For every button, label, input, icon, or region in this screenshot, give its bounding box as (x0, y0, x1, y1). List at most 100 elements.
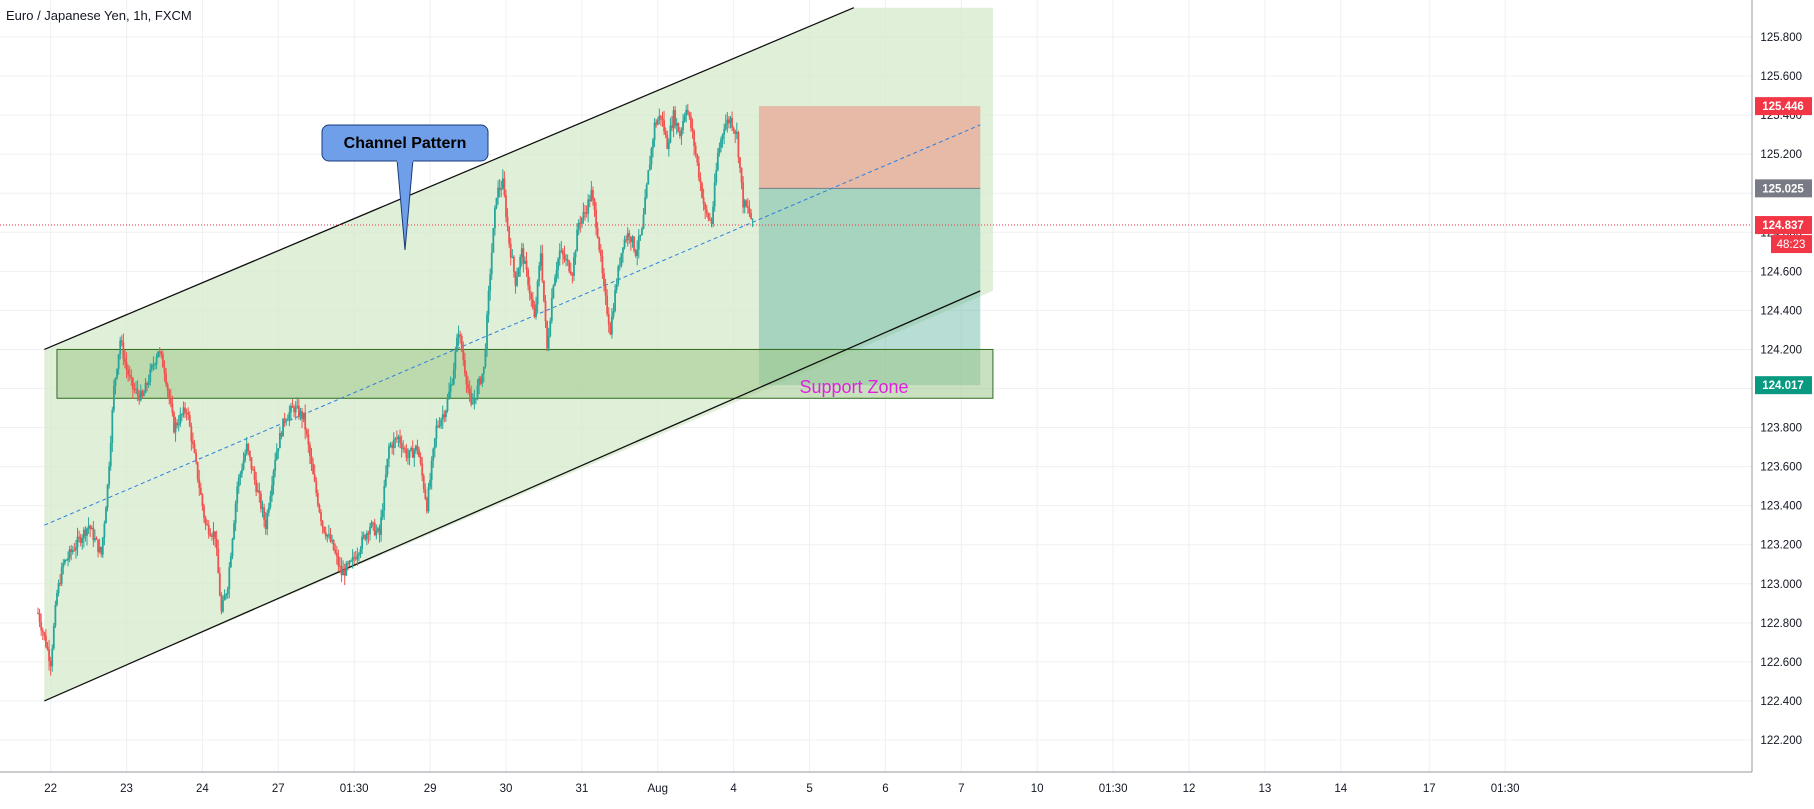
candle-body (751, 218, 754, 220)
candle-body (324, 532, 327, 537)
candle-body (397, 436, 400, 439)
candle-body (601, 255, 604, 274)
candle-body (402, 448, 405, 450)
candle-body (520, 248, 523, 258)
candle-body (351, 556, 354, 561)
candle-body (639, 234, 642, 237)
candle-body (353, 556, 356, 559)
candle-body (702, 197, 705, 204)
candle-body (340, 566, 343, 576)
candle-body (226, 588, 229, 595)
candle-body (280, 432, 283, 437)
candle-body (242, 460, 245, 470)
price-tick-label: 123.600 (1760, 462, 1802, 474)
candle-body (509, 243, 512, 258)
candle-body (223, 596, 226, 601)
candle-body (365, 532, 368, 540)
time-tick-label: 30 (500, 783, 513, 795)
candle-body (459, 334, 462, 336)
candle-body (563, 254, 566, 260)
candle-body (334, 549, 337, 553)
candle-body (599, 250, 602, 256)
candle-body (40, 622, 43, 631)
candle-body (618, 265, 621, 267)
price-tick-label: 123.200 (1760, 540, 1802, 552)
candle-body (573, 257, 575, 276)
candle-body (740, 167, 743, 183)
candle-body (463, 360, 466, 374)
candle-body (727, 119, 730, 124)
candle-body (683, 115, 686, 121)
candle-body (286, 419, 289, 421)
candle-body (494, 207, 496, 229)
candle-body (487, 290, 490, 315)
candle-body (229, 556, 232, 568)
candle-body (384, 474, 387, 486)
candle-body (566, 259, 569, 261)
candle-body (596, 228, 599, 238)
candle-body (693, 130, 696, 146)
candle-body (130, 375, 133, 378)
candle-body (650, 148, 653, 165)
candle-body (658, 115, 661, 121)
candle-body (625, 239, 628, 241)
candle-body (561, 250, 564, 255)
candle-body (620, 253, 623, 266)
candle-body (465, 373, 468, 385)
candle-body (441, 414, 444, 420)
time-tick-label: 14 (1334, 783, 1347, 795)
candle-body (389, 444, 392, 447)
candle-body (135, 388, 137, 390)
candle-body (691, 128, 694, 131)
candle-body (328, 534, 330, 536)
price-label-text: 124.837 (1762, 220, 1804, 232)
candle-body (245, 443, 248, 454)
candle-body (209, 534, 212, 536)
candle-body (400, 443, 403, 449)
candle-body (138, 394, 141, 401)
candle-body (158, 351, 161, 353)
candle-body (546, 321, 548, 349)
time-tick-label: 17 (1423, 783, 1436, 795)
candle-body (569, 271, 572, 275)
candle-body (637, 236, 640, 250)
candle-body (392, 439, 395, 449)
candle-body (168, 390, 171, 399)
candle-body (438, 425, 441, 427)
candle-body (350, 560, 352, 562)
candle-body (506, 216, 509, 227)
candle-body (70, 549, 73, 553)
candle-body (552, 285, 555, 298)
candle-body (86, 528, 88, 536)
candle-body (233, 523, 235, 540)
candle-body (359, 549, 362, 554)
candle-body (446, 398, 449, 411)
time-tick-label: 5 (806, 783, 812, 795)
callout-label: Channel Pattern (344, 135, 467, 152)
candle-body (555, 270, 558, 278)
candle-body (143, 393, 145, 397)
candle-body (748, 208, 751, 213)
time-tick-label: 10 (1031, 783, 1044, 795)
candle-body (198, 479, 201, 488)
candle-body (514, 271, 517, 286)
candle-body (414, 445, 417, 451)
candle-body (128, 374, 131, 376)
candle-body (261, 507, 264, 509)
candle-body (611, 316, 613, 335)
candle-body (372, 522, 375, 524)
candle-body (103, 523, 106, 538)
candle-body (217, 548, 220, 574)
candle-body (663, 120, 665, 132)
candle-body (149, 369, 152, 382)
candle-body (108, 466, 111, 485)
candle-body (275, 451, 278, 460)
candle-body (331, 539, 333, 542)
candle-body (704, 203, 707, 210)
candle-body (598, 237, 601, 251)
candle-body (305, 429, 308, 435)
time-tick-label: 01:30 (340, 783, 369, 795)
price-tick-label: 123.400 (1760, 501, 1802, 513)
